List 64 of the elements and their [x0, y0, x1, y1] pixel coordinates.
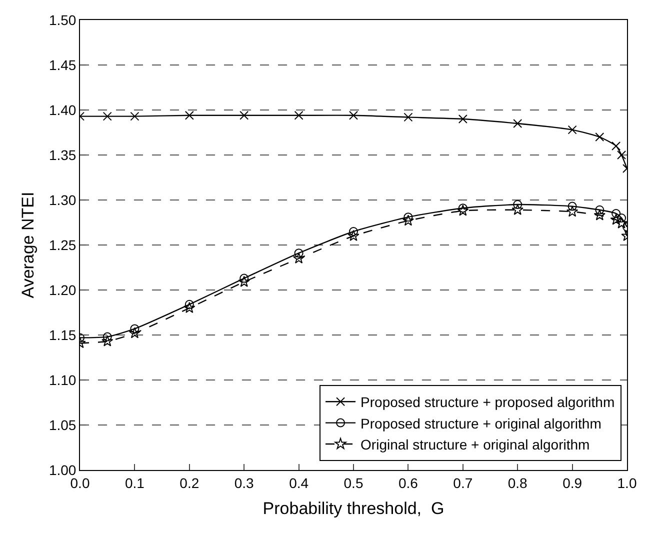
point [102, 332, 112, 342]
y-tick-label: 1.25 [48, 236, 76, 253]
point [512, 204, 524, 215]
y-tick-label: 1.20 [48, 282, 76, 298]
legend-label: Proposed structure + original algorithm [360, 415, 602, 432]
point [349, 110, 358, 120]
point [612, 142, 621, 150]
point [349, 227, 358, 236]
point [292, 252, 305, 264]
point [568, 202, 577, 211]
point [595, 205, 604, 214]
point [457, 204, 469, 216]
x-tick-label: 0.7 [453, 474, 473, 491]
point [184, 110, 194, 120]
point [513, 119, 522, 128]
point [595, 132, 604, 142]
point [130, 112, 140, 121]
y-tick-label: 1.10 [48, 372, 76, 388]
x-tick-label: 1.0 [617, 474, 637, 491]
x-tick-label: 0.5 [344, 474, 364, 491]
x-tick-label: 0.6 [398, 474, 418, 491]
x-tick-label: 0.3 [234, 474, 254, 491]
point [617, 150, 626, 160]
point [610, 214, 622, 225]
point [402, 214, 414, 226]
point [612, 209, 621, 218]
y-tick-label: 1.50 [48, 12, 76, 28]
y-tick-label: 1.30 [48, 192, 76, 208]
y-axis-title: Average NTEI [18, 192, 38, 298]
point [458, 114, 468, 124]
x-tick-label: 0.2 [180, 474, 200, 491]
point [238, 276, 250, 287]
point [240, 110, 249, 120]
point [568, 125, 577, 134]
x-tick-label: 0.9 [562, 474, 582, 491]
y-tick-label: 1.15 [48, 326, 76, 343]
point [184, 300, 194, 309]
y-tick-label: 1.45 [48, 56, 76, 73]
point [616, 217, 627, 228]
point [348, 230, 360, 242]
x-tick-label: 0.4 [289, 474, 309, 491]
point [294, 110, 304, 120]
legend-label: Proposed structure + proposed algorithm [360, 394, 615, 410]
point [240, 274, 249, 283]
point [513, 200, 522, 209]
point [130, 324, 140, 334]
x-tick-label: 0.8 [508, 474, 528, 491]
point [594, 209, 606, 220]
point [294, 248, 304, 258]
point [566, 206, 578, 217]
legend-label: Original structure + original algorithm [360, 436, 590, 452]
y-tick-label: 1.40 [48, 102, 76, 118]
point [404, 112, 413, 122]
point [128, 327, 141, 338]
point [102, 335, 114, 346]
point [184, 302, 196, 314]
point [617, 214, 626, 222]
y-tick-label: 1.35 [48, 146, 76, 163]
y-tick-label: 1.05 [48, 416, 76, 433]
point [102, 112, 112, 121]
x-tick-label: 0.1 [124, 474, 145, 491]
point [404, 212, 413, 222]
point [458, 204, 468, 213]
x-axis-title: Probability threshold, G [262, 499, 444, 518]
